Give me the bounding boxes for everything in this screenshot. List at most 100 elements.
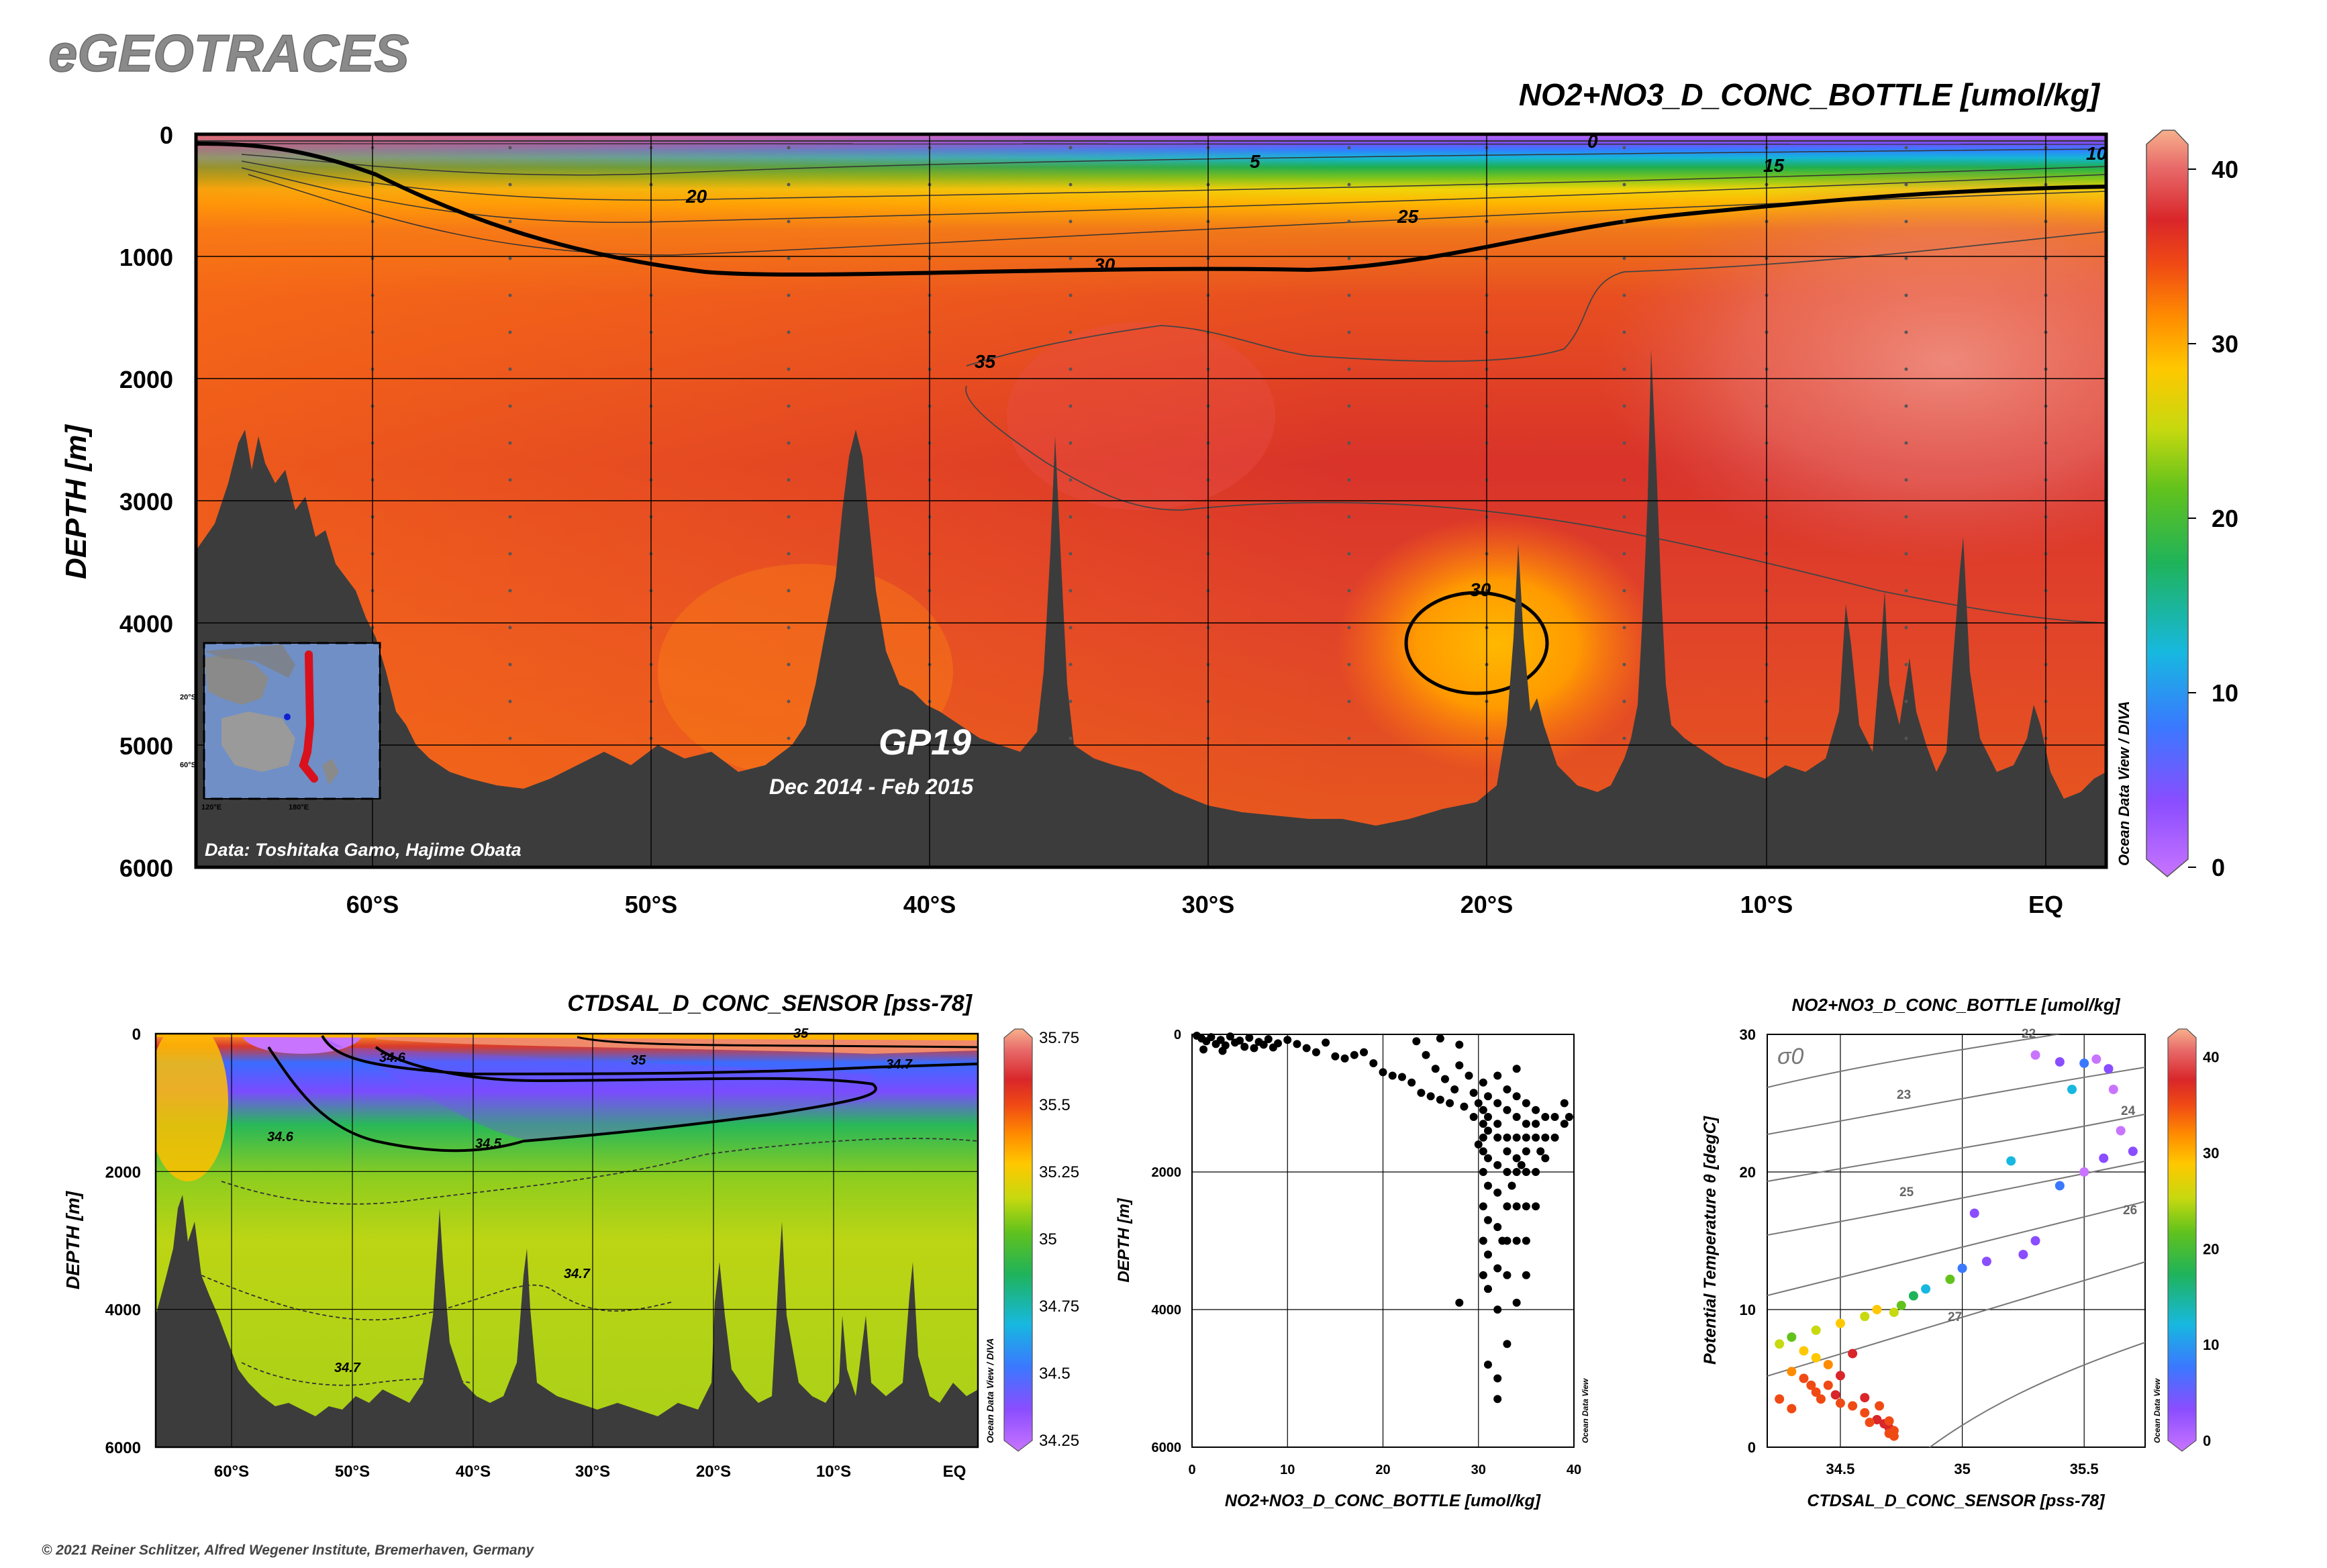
contour-label: 30 bbox=[1470, 579, 1491, 600]
station-dot bbox=[1347, 663, 1351, 667]
station-dot bbox=[1069, 404, 1073, 408]
colorbar-tick-label: 35.5 bbox=[1039, 1096, 1071, 1114]
data-point bbox=[1417, 1089, 1426, 1097]
station-dot bbox=[1069, 256, 1073, 260]
data-point bbox=[1436, 1095, 1444, 1104]
data-point bbox=[1460, 1102, 1469, 1111]
data-point bbox=[1522, 1271, 1530, 1279]
station-dot bbox=[787, 589, 791, 593]
station-dot bbox=[1904, 441, 1908, 445]
y-tick-label: 2000 bbox=[105, 1163, 141, 1181]
sigma-label: σ0 bbox=[1777, 1044, 1804, 1069]
odv-watermark: Ocean Data View bbox=[1581, 1378, 1590, 1443]
data-point bbox=[1446, 1099, 1454, 1108]
data-point bbox=[1479, 1106, 1487, 1114]
data-point bbox=[1503, 1271, 1512, 1279]
colorbar-tick-label: 34.25 bbox=[1039, 1432, 1079, 1450]
salinity-chart-title: CTDSAL_D_CONC_SENSOR [pss-78] bbox=[567, 991, 973, 1016]
station-dot bbox=[1622, 256, 1626, 260]
y-tick-label: 0 bbox=[1748, 1439, 1756, 1456]
x-tick-label: 30°S bbox=[1182, 891, 1234, 918]
station-dot bbox=[1622, 478, 1626, 482]
profile-scatter-plot: 0 2000 4000 6000 0 10 20 30 40 NO2+NO3_D_CONC_B… bbox=[1115, 1028, 1590, 1510]
data-point bbox=[1823, 1360, 1833, 1369]
contour-label: 35 bbox=[631, 1053, 646, 1068]
data-point bbox=[1274, 1039, 1283, 1048]
data-point bbox=[1522, 1202, 1530, 1211]
station-dot bbox=[1069, 183, 1073, 187]
station-dot bbox=[1069, 626, 1073, 630]
data-point bbox=[1522, 1236, 1530, 1245]
station-dot bbox=[508, 699, 512, 703]
ts-chart-title: NO2+NO3_D_CONC_BOTTLE [umol/kg] bbox=[1791, 995, 2120, 1015]
inset-tick: 120°E bbox=[201, 803, 221, 812]
data-point bbox=[1322, 1038, 1330, 1047]
inset-tick: 20°S bbox=[180, 693, 196, 701]
colorbar-tick-label: 40 bbox=[2212, 156, 2238, 183]
station-dot bbox=[1347, 256, 1351, 260]
data-point bbox=[2099, 1153, 2109, 1163]
profile-x-axis-label: NO2+NO3_D_CONC_BOTTLE [umol/kg] bbox=[1225, 1491, 1542, 1510]
station-dot bbox=[1904, 552, 1908, 556]
ts-y-axis-label: Potential Temperature θ [degC] bbox=[1701, 1115, 1720, 1365]
contour-label: 34.7 bbox=[564, 1267, 591, 1281]
data-point bbox=[1787, 1367, 1797, 1377]
station-dot bbox=[508, 552, 512, 556]
data-point bbox=[1560, 1099, 1569, 1108]
station-dot bbox=[1622, 552, 1626, 556]
station-dot bbox=[787, 626, 791, 630]
y-tick-label: 30 bbox=[1740, 1026, 1756, 1043]
contour-label: 25 bbox=[1397, 206, 1419, 227]
station-dot bbox=[1347, 441, 1351, 445]
data-point bbox=[1889, 1308, 1899, 1318]
data-point bbox=[1865, 1418, 1875, 1428]
colorbar-tick-label: 0 bbox=[2203, 1432, 2211, 1449]
isopycnal-label: 23 bbox=[1897, 1088, 1911, 1102]
station-dot bbox=[1069, 293, 1073, 297]
y-tick-label: 4000 bbox=[105, 1302, 141, 1320]
data-point bbox=[1422, 1050, 1430, 1059]
data-point bbox=[1483, 1092, 1492, 1101]
station-dot bbox=[1069, 736, 1073, 740]
data-point bbox=[1787, 1332, 1797, 1342]
data-point bbox=[1493, 1264, 1502, 1273]
data-point bbox=[1450, 1085, 1459, 1093]
data-point bbox=[1350, 1050, 1358, 1059]
x-tick-label: 10°S bbox=[816, 1463, 851, 1481]
station-dot bbox=[1904, 589, 1908, 593]
inset-map: 20°S 60°S 120°E 180°E bbox=[180, 642, 381, 812]
station-dot bbox=[1069, 367, 1073, 371]
station-dot bbox=[1904, 293, 1908, 297]
station-dot bbox=[1622, 589, 1626, 593]
station-dot bbox=[1904, 515, 1908, 519]
y-tick-label: 3000 bbox=[119, 488, 173, 516]
data-point bbox=[1806, 1380, 1816, 1390]
data-point bbox=[1957, 1263, 1967, 1273]
y-tick-label: 10 bbox=[1740, 1302, 1756, 1318]
station-dot bbox=[787, 219, 791, 224]
station-dot bbox=[1622, 367, 1626, 371]
data-point bbox=[1512, 1236, 1521, 1245]
data-point bbox=[1799, 1346, 1809, 1356]
contour-label: 20 bbox=[685, 186, 707, 207]
y-tick-label: 6000 bbox=[119, 854, 173, 882]
data-point bbox=[2128, 1146, 2138, 1157]
data-point bbox=[1483, 1251, 1492, 1259]
station-dot bbox=[1069, 219, 1073, 224]
station-dot bbox=[1069, 589, 1073, 593]
y-tick-label: 0 bbox=[160, 121, 173, 149]
data-point bbox=[1532, 1106, 1540, 1114]
data-point bbox=[2054, 1181, 2065, 1191]
y-tick-label: 4000 bbox=[119, 610, 173, 638]
y-tick-label: 4000 bbox=[1152, 1303, 1182, 1318]
x-tick-label: 50°S bbox=[335, 1463, 370, 1481]
data-point bbox=[1541, 1154, 1550, 1163]
data-point bbox=[2103, 1064, 2114, 1074]
data-point bbox=[1483, 1113, 1492, 1121]
station-dot bbox=[508, 515, 512, 519]
data-point bbox=[1872, 1415, 1882, 1424]
data-point bbox=[1240, 1042, 1249, 1051]
data-point bbox=[1522, 1147, 1530, 1156]
y-tick-label: 20 bbox=[1740, 1164, 1756, 1181]
